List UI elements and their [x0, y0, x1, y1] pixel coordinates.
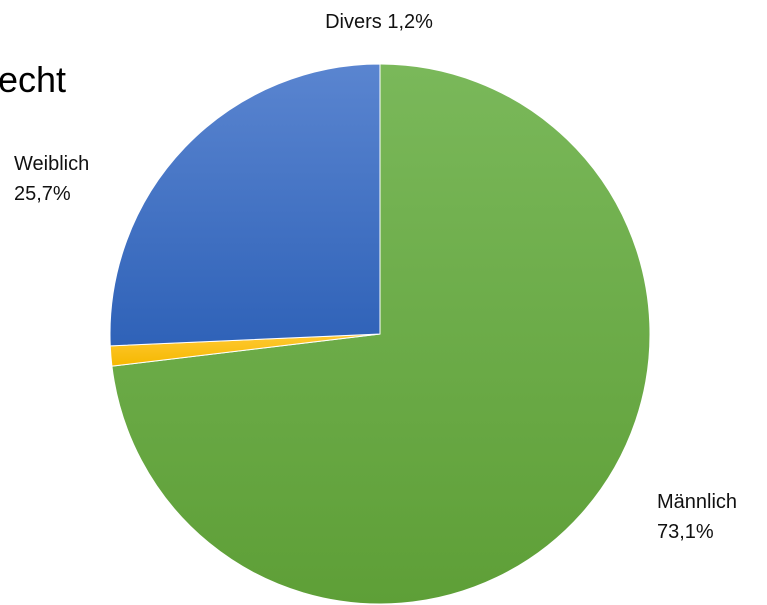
pie-slices: [109, 63, 651, 605]
pie-labels: Männlich 73,1% Divers 1,2% Weiblich 25,7%: [14, 11, 737, 543]
data-label-weiblich: Weiblich 25,7%: [14, 153, 89, 205]
data-label-m-nnlich: Männlich 73,1%: [657, 491, 737, 543]
pie-slice-weiblich: [109, 63, 381, 347]
data-label-divers: Divers 1,2%: [325, 11, 433, 33]
pie-slice-m-nnlich: [111, 63, 651, 605]
chart-title: echt: [0, 59, 66, 100]
